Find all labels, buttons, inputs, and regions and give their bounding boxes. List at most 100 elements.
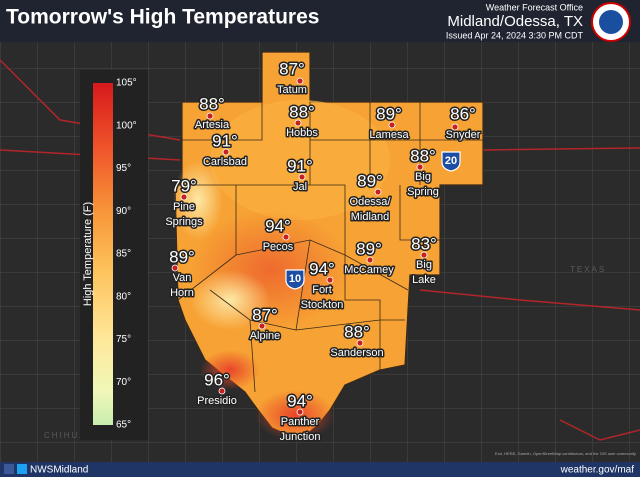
location: Midland/Odessa, TX (447, 13, 583, 30)
city-dot (326, 276, 334, 284)
city-temp: 87° (252, 305, 278, 324)
city-name: Springs (165, 216, 203, 228)
legend-label: 100° (116, 120, 137, 131)
legend-label: 95° (116, 163, 131, 174)
city-temp: 94° (265, 216, 291, 235)
city-name: Big (415, 171, 431, 183)
city-dot (374, 188, 382, 196)
city-name: Panther (281, 416, 320, 428)
city-name: Van (173, 272, 192, 284)
footer-band (0, 462, 640, 477)
city-name: Pecos (263, 241, 294, 253)
city-dot (356, 339, 364, 347)
interstate-shield (285, 269, 305, 290)
city-dot (416, 163, 424, 171)
city-temp: 89° (357, 171, 383, 190)
office: Weather Forecast Office (486, 2, 583, 12)
city-temp: 94° (309, 259, 335, 278)
legend-label: 85° (116, 249, 131, 260)
city-name: Jal (293, 181, 307, 193)
city-temp: 91° (287, 156, 313, 175)
legend-labels: 105° 100° 95° 90° 85° 80° 75° 70° 65° (116, 78, 137, 431)
city-dot (296, 408, 304, 416)
city-temp: 89° (356, 239, 382, 258)
city-name: Fort (312, 284, 332, 296)
legend-label: 75° (116, 334, 131, 345)
social-handle: NWSMidland (30, 465, 88, 476)
city-name: Spring (407, 186, 439, 198)
city-name: Odessa/ (350, 196, 392, 208)
legend-label: 80° (116, 291, 131, 302)
legend-label: 90° (116, 206, 131, 217)
city-temp: 96° (204, 370, 230, 389)
legend-colorbar (93, 83, 113, 425)
city-temp: 94° (287, 391, 313, 410)
city-temp: 87° (279, 59, 305, 78)
website: weather.gov/maf (560, 465, 635, 476)
city-dot (294, 119, 302, 127)
city-name: Artesia (195, 119, 230, 131)
city-dot (222, 148, 230, 156)
city-temp: 89° (169, 247, 195, 266)
facebook-icon (4, 464, 14, 474)
temp-zone (200, 350, 260, 390)
city-temp: 79° (171, 176, 197, 195)
city-name: Lamesa (369, 129, 409, 141)
city-dot (451, 123, 459, 131)
city-temp: 88° (344, 322, 370, 341)
temp-zone (173, 160, 223, 240)
shield-number: 20 (445, 155, 457, 167)
legend-box (80, 70, 148, 440)
city-name: Midland (351, 211, 390, 223)
city-name: Junction (280, 431, 321, 443)
city-name: Lake (412, 274, 436, 286)
legend-label: 105° (116, 78, 137, 89)
city-temp: 88° (199, 94, 225, 113)
city-name: Horn (170, 287, 194, 299)
city-dot (258, 322, 266, 330)
legend-label: 65° (116, 420, 131, 431)
shield-number: 10 (289, 273, 301, 285)
city-dot (180, 193, 188, 201)
issued: Issued Apr 24, 2024 3:30 PM CDT (446, 30, 584, 40)
attribution: Esri, HERE, Garmin, OpenStreetMap contri… (495, 451, 636, 456)
interstate-shield (441, 151, 461, 172)
city-name: Alpine (250, 330, 281, 342)
city-name: Tatum (277, 84, 307, 96)
twitter-icon (17, 464, 27, 474)
map-label: CHIHUAHUA (44, 431, 110, 440)
city-name: McCamey (344, 264, 394, 276)
city-temp: 88° (289, 102, 315, 121)
city-dot (366, 256, 374, 264)
city-dot (298, 173, 306, 181)
legend-title: High Temperature (F) (82, 202, 94, 306)
nws-logo-inner (599, 10, 623, 34)
city-dot (420, 251, 428, 259)
city-name: Carlsbad (203, 156, 247, 168)
city-dot (171, 264, 179, 272)
city-name: Presidio (197, 395, 237, 407)
title: Tomorrow's High Temperatures (6, 6, 319, 29)
city-name: Stockton (301, 299, 344, 311)
city-dot (282, 233, 290, 241)
city-name: Pine (173, 201, 195, 213)
city-temp: 91° (212, 131, 238, 150)
city-dot (218, 387, 226, 395)
city-name: Snyder (446, 129, 481, 141)
temp-zone (255, 390, 335, 440)
city-name: Big (416, 259, 432, 271)
city-dot (296, 77, 304, 85)
city-dot (206, 112, 214, 120)
city-temp: 83° (411, 234, 437, 253)
header-band (0, 0, 640, 42)
county-border (177, 102, 483, 393)
city-temp: 89° (376, 104, 402, 123)
city-dot (388, 121, 396, 129)
city-name: Hobbs (286, 127, 318, 139)
cities: 87° Tatum 88° Artesia 88° Hobbs 89° Lamesa 86° Sn… (164, 58, 482, 444)
legend-label: 70° (116, 377, 131, 388)
city-name: Sanderson (330, 347, 383, 359)
city-temp: 86° (450, 104, 476, 123)
temp-zone (190, 270, 270, 330)
